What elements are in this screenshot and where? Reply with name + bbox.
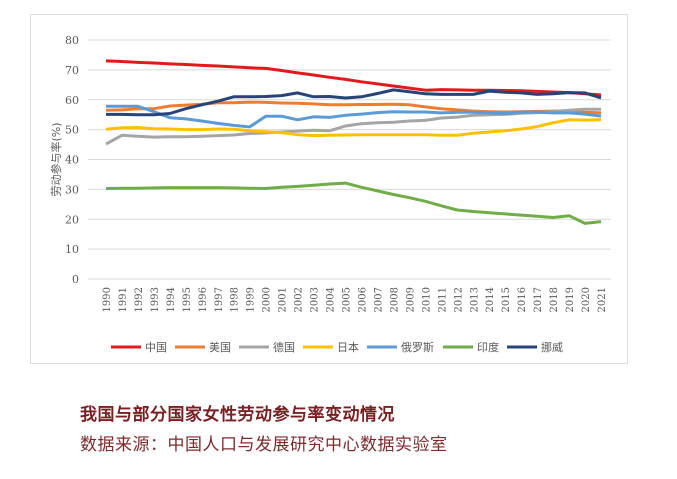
x-tick-label: 1991	[118, 287, 129, 312]
x-tick-label: 2021	[597, 287, 608, 312]
legend-label: 美国	[209, 341, 231, 354]
x-tick-label: 1994	[166, 287, 177, 312]
x-tick-label: 2005	[342, 287, 353, 312]
y-tick-label: 70	[65, 64, 79, 77]
x-tick-label: 1997	[214, 287, 225, 312]
legend-label: 德国	[273, 340, 295, 354]
x-tick-label: 2001	[278, 287, 289, 312]
y-tick-label: 10	[65, 243, 79, 256]
y-tick-label: 40	[65, 154, 79, 167]
x-tick-label: 2010	[421, 287, 432, 312]
series-line-印度	[105, 181, 602, 225]
x-tick-label: 1999	[246, 287, 257, 312]
x-tick-label: 2015	[501, 287, 512, 312]
x-tick-label: 2007	[373, 287, 384, 312]
x-tick-label: 2019	[565, 287, 576, 312]
x-tick-label: 1992	[134, 287, 145, 312]
figure-title: 我国与部分国家女性劳动参与率变动情况	[80, 405, 395, 425]
x-tick-label: 2018	[549, 287, 560, 312]
x-tick-label: 1996	[198, 287, 209, 312]
x-tick-label: 2002	[294, 287, 305, 312]
x-tick-label: 2017	[533, 287, 544, 312]
x-tick-label: 2020	[581, 287, 592, 312]
y-tick-label: 30	[65, 183, 79, 196]
x-tick-label: 2011	[437, 287, 448, 312]
x-tick-label: 2000	[262, 287, 273, 312]
legend-label: 挪威	[541, 340, 563, 354]
x-tick-label: 2013	[469, 287, 480, 312]
x-tick-label: 2004	[326, 287, 337, 312]
series-line-挪威	[106, 88, 602, 117]
y-axis-label: 劳动参与率(%)	[49, 122, 63, 196]
y-tick-label: 60	[65, 94, 79, 107]
legend-label: 俄罗斯	[401, 341, 434, 354]
line-chart: 0 10 20 30 40 50 60 70 80 劳动参与率(%) 1990 1991 1992 199…	[49, 34, 611, 354]
chart-card: 0 10 20 30 40 50 60 70 80 劳动参与率(%) 1990 1991 1992 199…	[30, 14, 628, 364]
legend-label: 日本	[337, 340, 359, 354]
series-line-中国	[105, 59, 602, 97]
x-tick-label: 2003	[310, 287, 321, 312]
y-tick-label: 20	[65, 213, 79, 226]
series-line-俄罗斯	[106, 104, 602, 129]
x-tick-label: 2016	[517, 287, 528, 312]
x-tick-label: 2009	[405, 287, 416, 312]
legend-label: 印度	[477, 340, 499, 354]
y-tick-label: 80	[65, 34, 79, 47]
y-tick-label: 50	[65, 124, 79, 137]
x-tick-label: 2006	[357, 287, 368, 312]
y-tick-label: 0	[72, 273, 79, 286]
legend-label: 中国	[145, 341, 167, 354]
x-tick-label: 1990	[102, 287, 113, 312]
series-line-日本	[105, 118, 602, 138]
x-tick-label: 1998	[230, 287, 241, 312]
x-tick-label: 2012	[453, 287, 464, 312]
x-tick-label: 2014	[485, 287, 496, 312]
x-tick-label: 1995	[182, 287, 193, 312]
figure-source: 数据来源：中国人口与发展研究中心数据实验室	[80, 435, 448, 455]
x-tick-label: 1993	[150, 287, 161, 312]
x-tick-label: 2008	[389, 287, 400, 312]
